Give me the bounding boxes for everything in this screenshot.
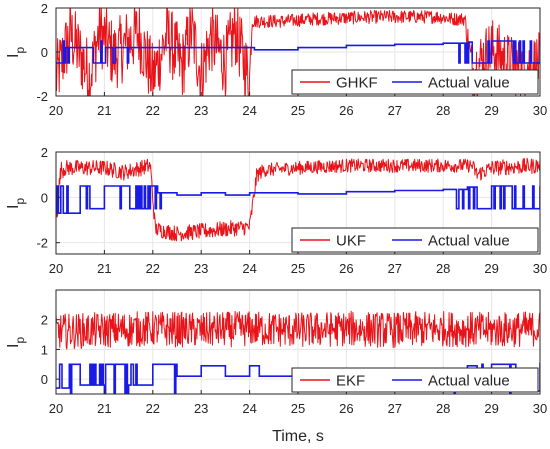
x-tick-label: 25 bbox=[291, 103, 305, 118]
x-tick-label: 24 bbox=[242, 261, 256, 276]
x-tick-label: 25 bbox=[291, 401, 305, 416]
x-tick-label: 27 bbox=[388, 261, 402, 276]
x-tick-label: 29 bbox=[484, 401, 498, 416]
x-tick-label: 30 bbox=[533, 261, 547, 276]
y-tick-label: -2 bbox=[36, 236, 48, 251]
x-tick-label: 29 bbox=[484, 261, 498, 276]
x-tick-label: 26 bbox=[339, 401, 353, 416]
x-tick-label: 20 bbox=[49, 261, 63, 276]
y-tick-label: 0 bbox=[41, 190, 48, 205]
x-tick-label: 25 bbox=[291, 261, 305, 276]
x-tick-label: 26 bbox=[339, 103, 353, 118]
x-tick-label: 29 bbox=[484, 103, 498, 118]
x-tick-label: 30 bbox=[533, 103, 547, 118]
panel-2: 20 21 22 23 24 25 26 27 28 29 30 -2 0 2 Ip UKF Actual va… bbox=[5, 145, 547, 276]
y-tick-label: 2 bbox=[41, 145, 48, 160]
x-tick-label: 20 bbox=[49, 103, 63, 118]
x-tick-label: 21 bbox=[97, 401, 111, 416]
x-tick-label: 24 bbox=[242, 103, 256, 118]
panel-1: 20 21 22 23 24 25 26 27 28 29 30 -2 0 2 Ip GHKF Actual v… bbox=[5, 1, 547, 118]
y-tick-label: -2 bbox=[36, 89, 48, 104]
panel-3: 20 21 22 23 24 25 26 27 28 29 30 0 1 2 Ip EKF Actual val… bbox=[5, 289, 547, 416]
x-tick-label: 22 bbox=[146, 261, 160, 276]
x-tick-label: 20 bbox=[49, 401, 63, 416]
x-tick-label: 26 bbox=[339, 261, 353, 276]
y-axis-label-subscript: p bbox=[13, 198, 27, 205]
series-line-actual-value bbox=[56, 40, 540, 64]
legend-label-actual: Actual value bbox=[428, 373, 510, 390]
x-axis-label: Time, s bbox=[272, 428, 324, 445]
series-line-ukf bbox=[56, 157, 540, 242]
x-tick-label: 23 bbox=[194, 401, 208, 416]
y-axis-label: Ip bbox=[5, 337, 27, 348]
legend-label-actual: Actual value bbox=[428, 233, 510, 250]
plot-lines bbox=[56, 8, 540, 96]
y-axis-label: Ip bbox=[5, 47, 27, 58]
x-tick-label: 27 bbox=[388, 103, 402, 118]
legend-label-estimate: UKF bbox=[336, 233, 366, 250]
plot-lines bbox=[56, 157, 540, 242]
x-tick-label: 21 bbox=[97, 261, 111, 276]
x-tick-label: 27 bbox=[388, 401, 402, 416]
x-tick-label: 23 bbox=[194, 103, 208, 118]
legend: EKF Actual value bbox=[291, 367, 539, 393]
x-tick-label: 30 bbox=[533, 401, 547, 416]
legend: GHKF Actual value bbox=[291, 69, 539, 95]
x-tick-label: 23 bbox=[194, 261, 208, 276]
series-line-actual-value bbox=[56, 185, 540, 214]
series-line-ekf bbox=[56, 310, 540, 350]
legend-label-estimate: EKF bbox=[336, 373, 365, 390]
x-tick-label: 22 bbox=[146, 401, 160, 416]
legend-label-actual: Actual value bbox=[428, 75, 510, 92]
x-tick-label: 28 bbox=[436, 103, 450, 118]
y-tick-label: 0 bbox=[41, 372, 48, 387]
y-axis-label-main: I bbox=[5, 54, 22, 58]
x-tick-label: 28 bbox=[436, 401, 450, 416]
legend: UKF Actual value bbox=[291, 227, 539, 253]
y-tick-label: 2 bbox=[41, 313, 48, 328]
y-axis-label-subscript: p bbox=[13, 47, 27, 54]
legend-label-estimate: GHKF bbox=[336, 75, 378, 92]
y-tick-label: 1 bbox=[41, 342, 48, 357]
y-axis-label-main: I bbox=[5, 205, 22, 209]
y-tick-label: 0 bbox=[41, 45, 48, 60]
y-axis-label-main: I bbox=[5, 344, 22, 348]
y-tick-label: 2 bbox=[41, 1, 48, 16]
x-tick-label: 24 bbox=[242, 401, 256, 416]
x-tick-label: 21 bbox=[97, 103, 111, 118]
y-axis-label-subscript: p bbox=[13, 337, 27, 344]
y-axis-label: Ip bbox=[5, 198, 27, 209]
series-line-ghkf bbox=[56, 8, 540, 96]
x-tick-label: 28 bbox=[436, 261, 450, 276]
x-tick-label: 22 bbox=[146, 103, 160, 118]
